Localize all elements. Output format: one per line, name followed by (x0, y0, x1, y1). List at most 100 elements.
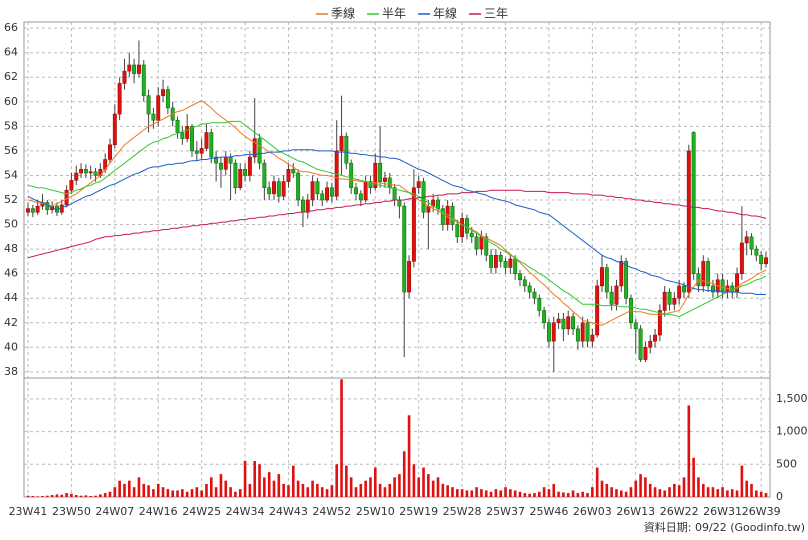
candle-body (575, 328, 580, 342)
volume-bar (595, 467, 599, 497)
x-tick-label: 24W07 (95, 505, 134, 518)
volume-bar (320, 487, 324, 497)
candle-body (117, 83, 122, 115)
candle-body (508, 258, 513, 268)
volume-bar (118, 480, 121, 497)
volume-bar (132, 487, 136, 497)
volume-bar (745, 480, 749, 497)
volume-bar (726, 490, 729, 497)
candle-body (749, 236, 754, 250)
ma-line (27, 149, 766, 295)
candle-body (185, 126, 190, 139)
y-tick-label: 56 (4, 144, 18, 157)
candle-body (69, 180, 74, 191)
candle-body (238, 169, 243, 188)
candle-body (691, 132, 696, 274)
volume-bar (600, 480, 604, 497)
candle-body (296, 172, 301, 201)
volume-bar (205, 483, 208, 497)
candle-body (739, 242, 744, 274)
volume-bar (740, 465, 744, 497)
volume-bar (316, 483, 319, 497)
volume-bar (504, 487, 507, 497)
volume-bar (70, 493, 73, 497)
volume-bar (663, 490, 667, 497)
volume-bar (586, 493, 589, 497)
volume-bar (605, 483, 609, 497)
volume-bar (243, 461, 247, 497)
volume-bar (552, 483, 556, 497)
volume-bar (238, 489, 242, 497)
volume-bar (412, 464, 416, 497)
volume-bar (258, 464, 261, 497)
volume-bar (388, 483, 392, 497)
volume-bar (513, 490, 517, 497)
candle-body (175, 119, 180, 133)
volume-bar (677, 485, 681, 497)
candle-body (759, 254, 764, 265)
candle-body (585, 322, 590, 342)
candle-body (614, 285, 619, 305)
candle-body (122, 70, 127, 84)
candle-body (706, 261, 711, 287)
candle-body (156, 95, 161, 121)
candle-body (518, 273, 522, 281)
candle-body (354, 187, 358, 195)
candle-body (272, 181, 276, 195)
candle-body (291, 169, 296, 174)
volume-bar (113, 487, 117, 497)
candle-body (604, 267, 609, 293)
candle-body (151, 113, 156, 121)
volume-bar (263, 477, 266, 497)
volume-bar (41, 496, 44, 497)
candle-body (561, 318, 566, 330)
x-tick-label: 23W41 (9, 505, 48, 518)
candle-body (701, 261, 706, 287)
volume-bar (108, 491, 112, 497)
candle-body (619, 261, 624, 287)
volume-bar (441, 483, 445, 497)
candle-body (489, 254, 494, 268)
candle-body (247, 156, 252, 176)
candle-body (223, 156, 228, 170)
volume-bar (26, 495, 30, 497)
candle-body (228, 156, 233, 164)
candle-body (556, 318, 561, 324)
candle-body (595, 285, 600, 336)
candle-body (281, 181, 286, 197)
volume-bar (658, 489, 662, 497)
candle-body (194, 150, 199, 154)
candle-body (402, 205, 407, 293)
candle-body (165, 89, 170, 109)
volume-bar (537, 491, 541, 497)
candle-body (214, 156, 219, 164)
volume-bar (393, 477, 396, 497)
legend: 季線 半年 年線 三年 (316, 6, 508, 21)
volume-bar (557, 491, 560, 497)
plot-frame (23, 21, 771, 498)
candle-body (83, 169, 88, 174)
legend-label: 年線 (433, 6, 457, 21)
x-tick-label: 25W46 (530, 505, 569, 518)
candle-body (204, 132, 209, 149)
candle-body (79, 169, 84, 174)
volume-bar (465, 490, 469, 497)
candle-body (257, 138, 262, 164)
y-tick-label: 40 (4, 340, 18, 353)
volume-bar (634, 480, 638, 497)
candle-body (744, 236, 749, 244)
candle-body (484, 236, 489, 256)
volume-bar (234, 491, 237, 497)
volume-bar (147, 485, 150, 497)
volume-bar (407, 415, 411, 497)
volume-tick-label: 1,500 (776, 392, 808, 405)
volume-tick-label: 1,000 (776, 425, 808, 438)
candle-body (450, 205, 455, 225)
candle-body (633, 322, 638, 330)
volume-bar (673, 483, 676, 497)
x-tick-label: 26W22 (660, 505, 699, 518)
candle-body (455, 224, 460, 238)
volume-bar (422, 467, 425, 497)
volume-bar (629, 487, 633, 497)
volume-bar (571, 490, 575, 497)
